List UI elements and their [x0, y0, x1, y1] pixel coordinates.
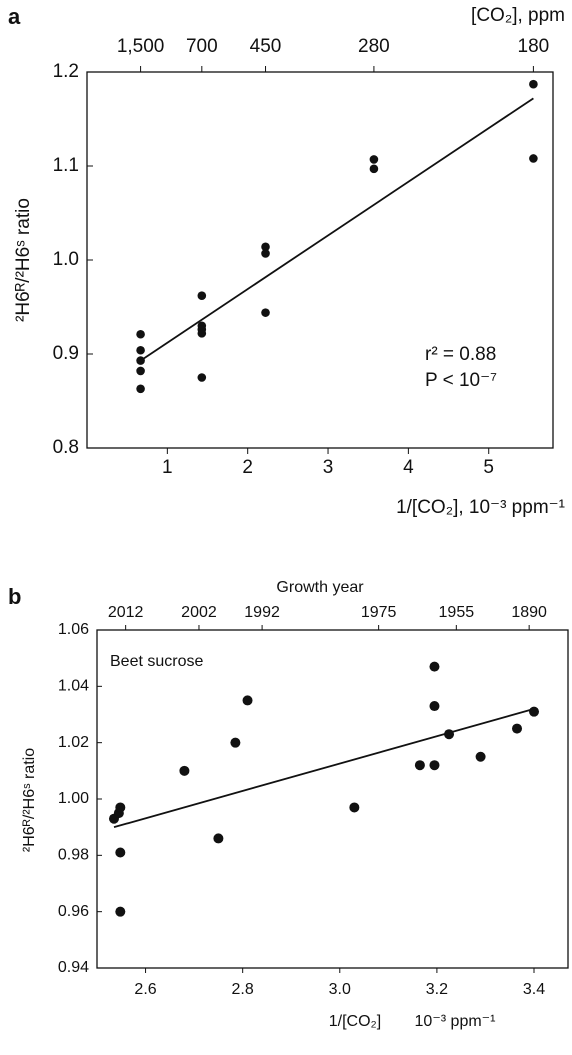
x-tick-label: 4 [403, 457, 414, 478]
data-point [261, 308, 270, 317]
data-point [529, 706, 540, 717]
annotation: r² = 0.88 [425, 344, 496, 365]
y-tick-label: 0.94 [58, 959, 89, 976]
data-point [230, 737, 241, 748]
x-tick-label: 3.0 [329, 981, 351, 998]
fit-line [113, 708, 535, 829]
annotation: P < 10⁻⁷ [425, 370, 497, 391]
data-point [136, 356, 145, 365]
top-tick-label: 1955 [439, 604, 475, 621]
data-point [213, 833, 224, 844]
data-point [369, 155, 379, 164]
top-tick-label: 450 [250, 36, 282, 57]
x-axis-units: 10⁻³ ppm⁻¹ [415, 1013, 496, 1030]
y-tick-label: 1.00 [58, 790, 89, 807]
data-point [115, 847, 126, 858]
x-tick-label: 3.4 [523, 981, 545, 998]
x-tick-label: 5 [483, 457, 494, 478]
top-tick-label: 2012 [108, 604, 144, 621]
data-point [529, 79, 538, 89]
data-point [261, 242, 270, 252]
x-tick-label: 3 [323, 457, 334, 478]
y-tick-label: 0.8 [53, 437, 79, 458]
top-axis-title: [CO₂], ppm [471, 5, 565, 26]
data-point [349, 802, 360, 813]
top-axis-title: Growth year [276, 579, 364, 596]
x-tick-label: 2 [242, 457, 253, 478]
data-point [115, 906, 126, 917]
data-point [136, 345, 145, 355]
y-axis-title: ²H6ᴿ/²H6ˢ ratio [13, 198, 34, 322]
data-point [136, 384, 145, 394]
top-tick-label: 2002 [181, 604, 217, 621]
data-point [512, 723, 523, 734]
fit-line [140, 97, 534, 362]
top-tick-label: 1975 [361, 604, 397, 621]
y-tick-label: 1.06 [58, 621, 89, 638]
x-tick-label: 1 [162, 457, 173, 478]
data-point [136, 329, 145, 339]
data-point [429, 701, 440, 712]
y-tick-label: 1.04 [58, 678, 89, 695]
y-tick-label: 1.0 [53, 249, 79, 270]
data-point [444, 729, 455, 740]
y-tick-label: 1.02 [58, 734, 89, 751]
panel-b: b Growth year 1/[CO₂] 10⁻³ ppm⁻¹ ²H6ᴿ/²H6ˢ r… [8, 579, 569, 1030]
x-axis-title: 1/[CO₂], 10⁻³ ppm⁻¹ [396, 497, 565, 518]
top-tick-label: 700 [186, 36, 218, 57]
y-tick-label: 1.1 [53, 155, 79, 176]
x-axis-title: 1/[CO₂] [329, 1013, 381, 1030]
y-tick-label: 1.2 [53, 61, 79, 82]
data-point [197, 373, 207, 382]
data-point [529, 154, 538, 163]
x-tick-label: 2.8 [232, 981, 254, 998]
data-point [242, 695, 253, 706]
top-tick-label: 1,500 [117, 36, 165, 57]
plot-frame [96, 629, 569, 969]
plot-frame [86, 71, 554, 449]
data-point [197, 329, 207, 338]
data-point [369, 164, 379, 174]
x-tick-label: 2.6 [134, 981, 156, 998]
top-tick-label: 180 [518, 36, 550, 57]
y-tick-label: 0.98 [58, 847, 89, 864]
panel-label: a [8, 4, 21, 29]
top-tick-label: 1992 [244, 604, 280, 621]
data-point [414, 760, 425, 771]
panel-label: b [8, 584, 21, 609]
top-tick-label: 280 [358, 36, 390, 57]
data-point [136, 366, 145, 376]
y-tick-label: 0.9 [53, 343, 79, 364]
data-point [197, 291, 207, 301]
y-tick-label: 0.96 [58, 903, 89, 920]
panel-a: a [CO₂], ppm 1/[CO₂], 10⁻³ ppm⁻¹ ²H6ᴿ/²H6ˢ … [8, 4, 565, 518]
data-point [429, 661, 440, 672]
data-point [261, 249, 270, 258]
data-point [179, 765, 190, 776]
annotation: Beet sucrose [110, 653, 203, 670]
top-tick-label: 1890 [511, 604, 547, 621]
y-axis-title: ²H6ᴿ/²H6ˢ ratio [21, 748, 38, 852]
data-point [429, 760, 440, 771]
x-tick-label: 3.2 [426, 981, 448, 998]
data-point [475, 751, 486, 762]
data-point [115, 802, 126, 813]
